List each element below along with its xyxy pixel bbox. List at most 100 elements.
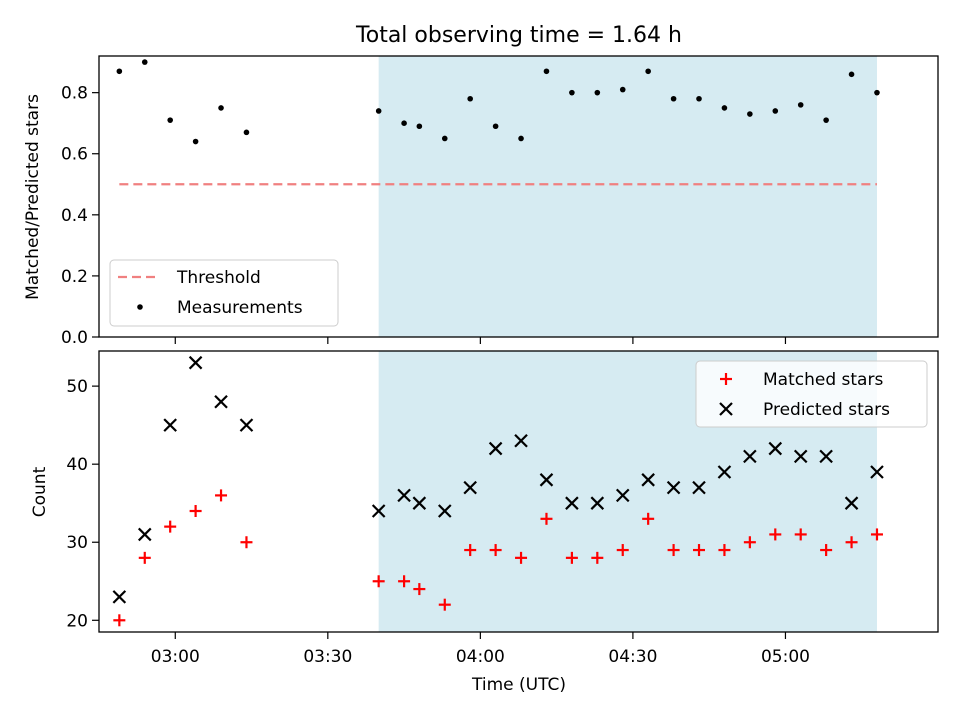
predicted-star-point [163, 418, 177, 432]
matched-star-point [215, 489, 228, 502]
matched-star-point [693, 544, 706, 557]
predicted-star-point [641, 473, 655, 487]
matched-star-point [616, 544, 629, 557]
bottom-y-tick-label: 40 [66, 455, 88, 475]
matched-star-point [591, 551, 604, 564]
top-axes-frame [98, 55, 939, 338]
measurement-point [518, 135, 524, 142]
bottom-y-axis-label: Count [30, 466, 50, 517]
predicted-star-point [188, 355, 203, 370]
predicted-star-point [870, 465, 884, 479]
measurement-point [218, 105, 224, 111]
x-axis-label: Time (UTC) [471, 675, 566, 695]
matched-star-point [642, 512, 655, 525]
predicted-star-point [239, 418, 254, 432]
predicted-star-point [666, 480, 681, 495]
predicted-star-point [615, 488, 630, 503]
predicted-star-point [743, 449, 757, 464]
measurement-point [467, 95, 473, 102]
measurement-point [797, 102, 804, 108]
legend-matched-marker [720, 373, 732, 385]
matched-star-point [718, 544, 731, 557]
top-y-ticks: 0.0 0.2 0.4 0.6 0.8 [61, 84, 99, 348]
top-panel: 0.00.20.40.60.8 Matched/Predicted stars … [23, 55, 939, 348]
matched-star-point [189, 505, 202, 518]
bottom-panel: 20 30 40 50 03:00 03:30 04:00 04:30 05:00 Count… [30, 350, 939, 695]
matched-star-point [438, 598, 451, 611]
matched-star-point [489, 544, 502, 557]
matched-star-point [372, 575, 385, 588]
bottom-x-tick-label: 04:30 [608, 647, 657, 667]
measurement-point [167, 117, 173, 123]
predicted-star-point [437, 504, 452, 518]
predicted-star-point [371, 504, 386, 518]
bottom-y-tick-label: 20 [66, 611, 88, 631]
measurement-point [747, 111, 753, 117]
measurement-point [375, 108, 382, 114]
predicted-star-point [768, 441, 783, 456]
matched-star-point [769, 528, 782, 541]
measurement-point [721, 105, 728, 111]
matched-star-point [464, 544, 477, 557]
matched-star-point [515, 551, 528, 564]
measurement-point [594, 89, 601, 96]
measurement-point [848, 71, 855, 78]
predicted-star-point [463, 480, 477, 495]
predicted-star-point [590, 496, 605, 510]
predicted-star-point [397, 488, 411, 503]
matched-stars-series [113, 489, 883, 627]
legend-threshold-label: Threshold [176, 268, 261, 288]
measurement-point [243, 129, 250, 136]
top-legend-box [109, 259, 339, 327]
measurement-point [416, 123, 423, 130]
predicted-star-point [412, 496, 427, 510]
measurement-point [441, 135, 448, 142]
matched-star-point [794, 528, 807, 541]
predicted-star-point [793, 449, 808, 464]
bottom-x-tick-label: 03:30 [303, 647, 352, 667]
legend-measurements-label: Measurements [177, 298, 303, 318]
bottom-y-tick-label: 30 [66, 533, 88, 553]
bottom-x-ticks: 03:00 03:30 04:00 04:30 05:00 [151, 632, 810, 667]
matched-star-point [398, 575, 411, 588]
top-x-ticks [174, 337, 787, 344]
measurement-point [645, 68, 651, 75]
measurement-point [696, 95, 702, 102]
measurement-point [772, 108, 779, 114]
measurement-point [192, 138, 199, 145]
matched-star-point [240, 536, 253, 549]
predicted-star-point [214, 394, 228, 409]
measurement-point [670, 95, 677, 102]
matched-star-point [540, 512, 553, 525]
measurement-point [492, 123, 499, 130]
matched-star-point [138, 551, 151, 564]
predicted-star-point [819, 449, 833, 464]
measurement-point [569, 89, 575, 96]
predicted-star-point [137, 527, 152, 542]
top-y-axis-label: Matched/Predicted stars [23, 94, 43, 300]
bottom-x-tick-label: 04:00 [456, 647, 505, 667]
predicted-star-point [488, 441, 503, 456]
matched-star-point [667, 544, 680, 557]
measurement-point [619, 86, 626, 93]
top-y-tick-label: 0.8 [61, 84, 88, 104]
measurement-point [141, 59, 148, 65]
legend-predicted-label: Predicted stars [763, 400, 890, 420]
top-shaded-interval [378, 56, 877, 337]
measurement-point [543, 68, 550, 75]
bottom-y-ticks: 20 30 40 50 [66, 377, 99, 631]
measurement-point [823, 117, 829, 123]
legend-matched-label: Matched stars [763, 370, 883, 390]
top-y-tick-label: 0.4 [61, 206, 88, 226]
bottom-legend-box [695, 360, 928, 428]
matched-star-point [164, 520, 177, 533]
matched-star-point [820, 544, 833, 557]
bottom-legend: Matched stars Predicted stars [695, 360, 928, 428]
predicted-stars-series [112, 355, 884, 604]
top-legend: Threshold Measurements [109, 259, 339, 327]
measurements-series [116, 59, 880, 145]
top-y-tick-label: 0.2 [61, 267, 88, 287]
predicted-star-point [717, 465, 732, 479]
matched-star-point [743, 536, 756, 549]
